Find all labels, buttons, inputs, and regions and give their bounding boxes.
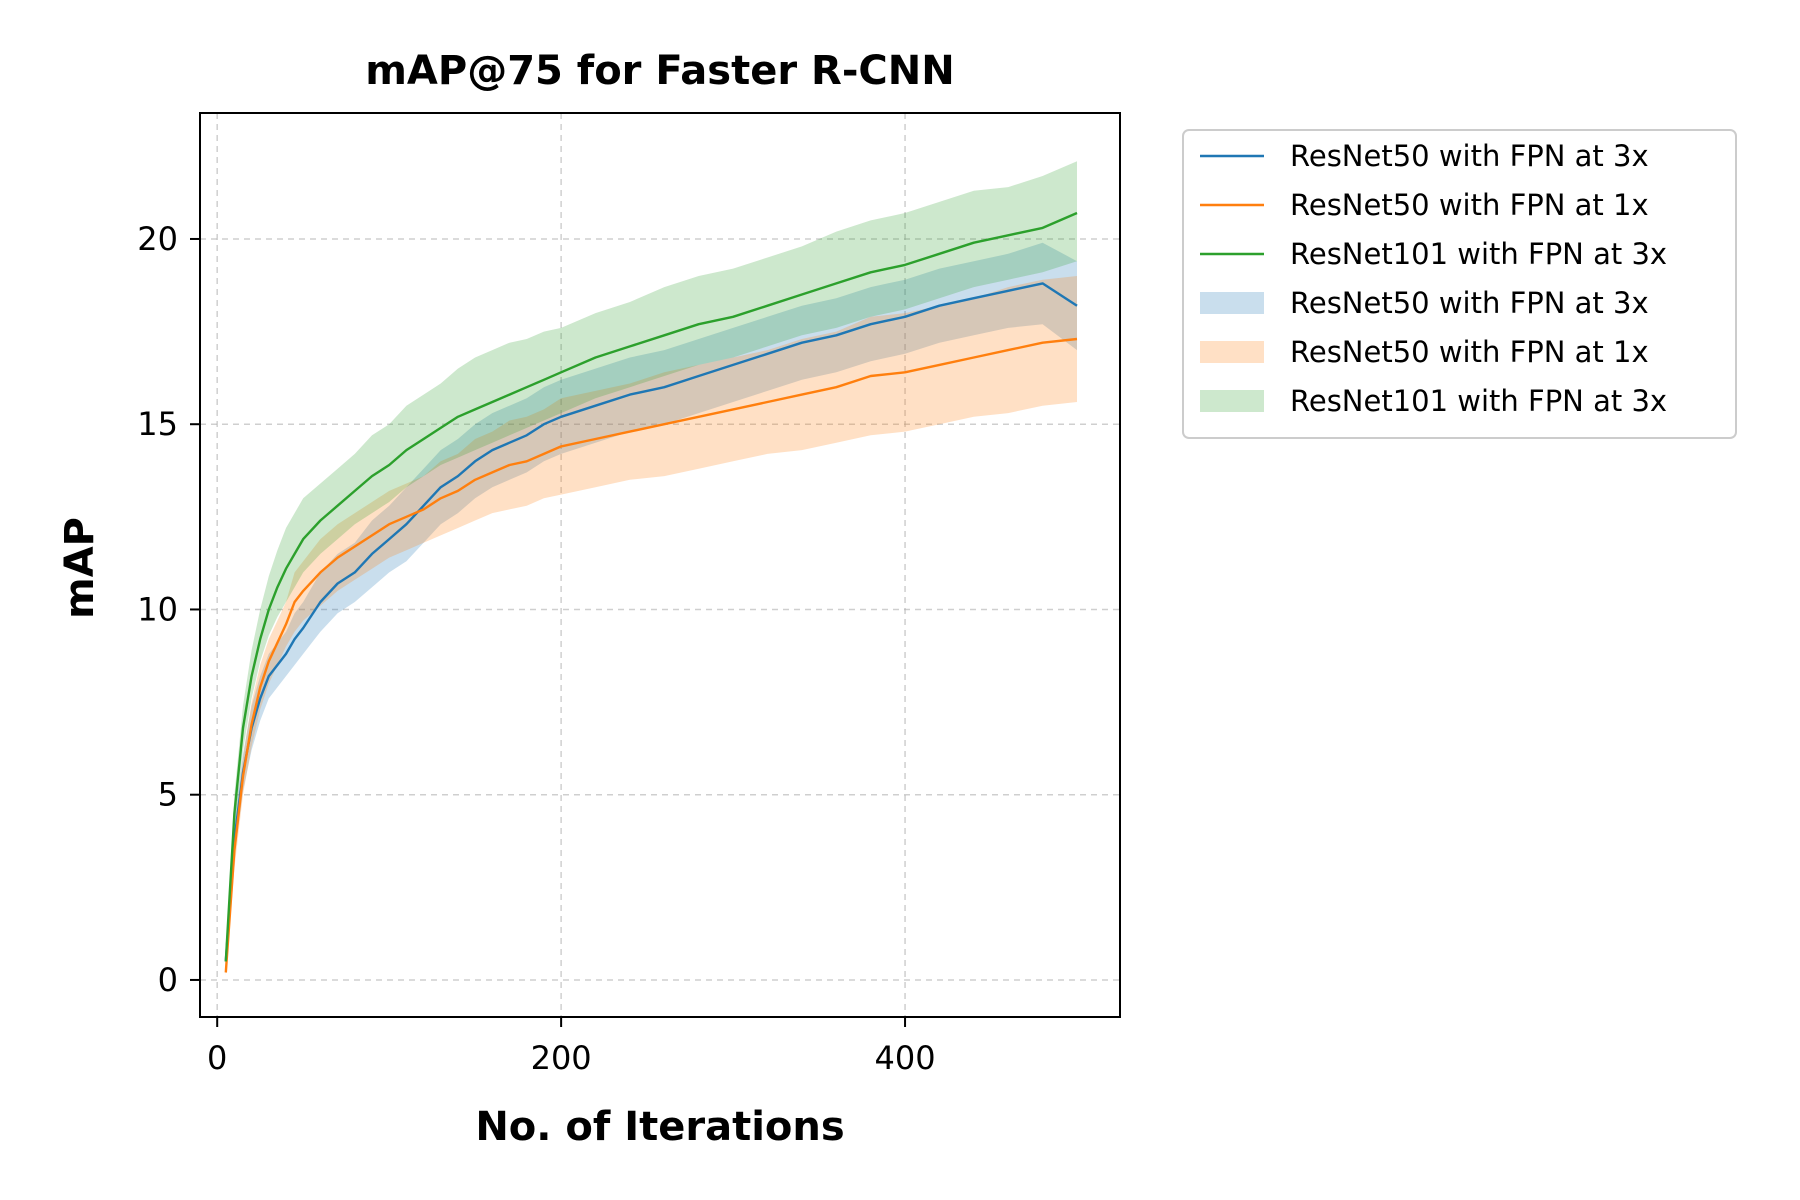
legend-frame: [1182, 129, 1737, 439]
y-tick-label-4: 20: [137, 220, 178, 258]
y-tick-label-0: 0: [158, 961, 178, 999]
series-line-2: [224, 211, 1078, 962]
legend: ResNet50 with FPN at 3x ResNet50 with FPN…: [1182, 129, 1737, 439]
legend-label-0: ResNet50 with FPN at 3x: [1290, 139, 1649, 173]
legend-swatch-3: [1200, 292, 1264, 314]
plot-frame: [199, 112, 1121, 1018]
x-axis: 0 200 400: [207, 1017, 936, 1077]
y-tick-label-2: 10: [137, 590, 178, 628]
series-band-0: [225, 242, 1078, 966]
series-line-1: [224, 337, 1078, 973]
series-band-2: [225, 161, 1078, 966]
grid: [200, 113, 1120, 1017]
confidence-bands: [225, 161, 1078, 977]
y-tick-label-3: 15: [137, 405, 178, 443]
x-tick-label-1: 200: [531, 1039, 592, 1077]
x-axis-label: No. of Iterations: [475, 1104, 844, 1150]
x-tick-label-0: 0: [207, 1039, 227, 1077]
chart-title: mAP@75 for Faster R-CNN: [365, 48, 954, 94]
y-axis: 0 5 10 15 20: [137, 220, 200, 999]
y-tick-label-1: 5: [158, 776, 178, 814]
legend-label-3: ResNet50 with FPN at 3x: [1290, 286, 1649, 320]
x-tick-label-2: 400: [875, 1039, 936, 1077]
series-lines: [224, 211, 1078, 973]
legend-label-1: ResNet50 with FPN at 1x: [1290, 188, 1649, 222]
legend-label-2: ResNet101 with FPN at 3x: [1290, 237, 1667, 271]
series-line-0: [224, 282, 1078, 962]
legend-swatch-5: [1200, 390, 1264, 412]
y-axis-label: mAP: [57, 517, 103, 619]
legend-label-4: ResNet50 with FPN at 1x: [1290, 335, 1649, 369]
legend-label-5: ResNet101 with FPN at 3x: [1290, 384, 1667, 418]
legend-swatch-4: [1200, 341, 1264, 363]
series-band-1: [225, 276, 1078, 977]
